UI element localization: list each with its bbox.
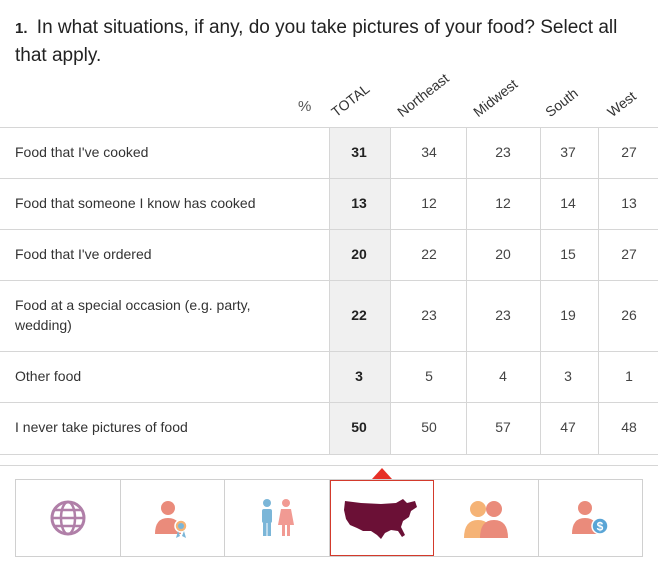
region-value-cell: 47 [560, 419, 576, 435]
person-award-icon [155, 501, 188, 538]
column-divider [466, 127, 467, 454]
total-value-cell: 13 [351, 194, 367, 211]
people-group-icon [463, 501, 508, 538]
region-value-cell: 26 [621, 306, 637, 323]
region-value-cell: 5 [425, 367, 433, 384]
tab-region[interactable] [329, 480, 434, 556]
table-bottom-divider [0, 465, 658, 466]
row-label: Food that I've ordered [15, 245, 152, 262]
male-female-icon [261, 499, 294, 536]
region-value-cell: 20 [495, 245, 511, 262]
column-header-south: South [542, 84, 581, 120]
tab-gender[interactable] [225, 480, 330, 556]
total-column-background [329, 127, 390, 454]
globe-icon [50, 500, 86, 536]
region-value-cell: 37 [560, 143, 576, 160]
tab-overall[interactable] [16, 480, 121, 556]
total-value-cell: 22 [351, 306, 367, 323]
question-number: 1. [15, 20, 28, 37]
us-map-icon [344, 499, 418, 539]
row-label: Other food [15, 367, 82, 384]
column-divider [329, 127, 330, 454]
region-value-cell: 3 [564, 367, 572, 384]
row-label: I never take pictures of food [15, 419, 188, 435]
tab-age[interactable] [121, 480, 225, 556]
region-value-cell: 23 [421, 306, 437, 323]
tab-income[interactable]: $ [539, 480, 643, 556]
region-value-cell: 15 [560, 245, 576, 262]
total-value-cell: 50 [351, 419, 367, 435]
region-value-cell: 13 [621, 194, 637, 211]
svg-text:$: $ [597, 520, 604, 534]
region-value-cell: 19 [560, 306, 576, 323]
region-value-cell: 27 [621, 245, 637, 262]
region-value-cell: 23 [495, 143, 511, 160]
row-label: Food that I've cooked [15, 143, 149, 160]
person-dollar-icon: $ [572, 501, 609, 535]
column-header-midwest: Midwest [470, 75, 521, 120]
region-value-cell: 4 [499, 367, 507, 384]
row-divider [0, 454, 658, 455]
question-title: 1. In what situations, if any, do you ta… [15, 14, 645, 69]
question-text: In what situations, if any, do you take … [15, 17, 618, 66]
region-value-cell: 27 [621, 143, 637, 160]
column-divider [598, 127, 599, 454]
region-value-cell: 12 [421, 194, 437, 211]
total-value-cell: 31 [351, 143, 367, 160]
region-value-cell: 12 [495, 194, 511, 211]
unit-label: % [298, 98, 312, 115]
column-header-west: West [604, 87, 639, 120]
column-divider [390, 127, 391, 454]
region-value-cell: 34 [421, 143, 437, 160]
region-value-cell: 50 [421, 419, 437, 435]
column-header-total: TOTAL [328, 80, 373, 120]
total-value-cell: 20 [351, 245, 367, 262]
region-value-cell: 57 [495, 419, 511, 435]
active-tab-caret-icon [372, 468, 392, 479]
segment-tab-bar: $ [15, 479, 643, 557]
row-label: Food that someone I know has cooked [15, 194, 256, 211]
column-divider [540, 127, 541, 454]
region-value-cell: 48 [621, 419, 637, 435]
total-value-cell: 3 [355, 367, 363, 384]
column-header-northeast: Northeast [394, 70, 452, 120]
region-value-cell: 22 [421, 245, 437, 262]
tab-income-group[interactable] [434, 480, 539, 556]
region-value-cell: 1 [625, 367, 633, 384]
region-value-cell: 23 [495, 306, 511, 323]
row-label: Food at a special occasion (e.g. party, … [15, 296, 251, 333]
region-value-cell: 14 [560, 194, 576, 211]
